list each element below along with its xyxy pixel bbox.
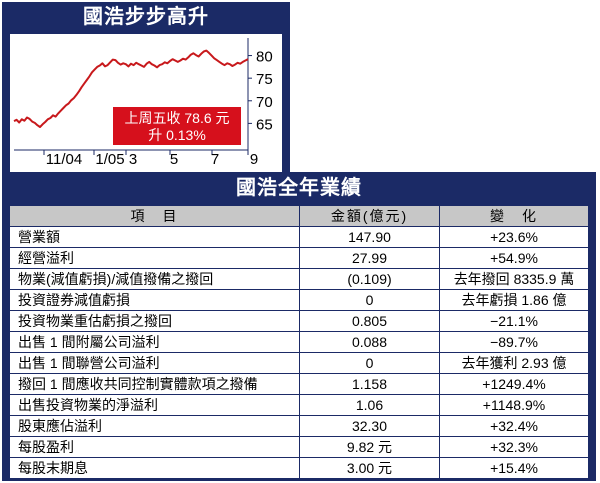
table-title: 國浩全年業績 [236, 177, 362, 199]
row-change: +32.3% [439, 436, 589, 458]
row-item-label: 出售 1 間聯營公司溢利 [9, 352, 300, 374]
table-row: 營業額 147.90 +23.6% [9, 226, 589, 248]
row-amount: (0.109) [299, 268, 440, 290]
x-tick-label: 7 [210, 151, 220, 168]
table-row: 出售 1 間附屬公司溢利 0.088 −89.7% [9, 331, 589, 353]
table-row: 每股盈利 9.82 元 +32.3% [9, 436, 589, 458]
row-change: 去年獲利 2.93 億 [439, 352, 589, 374]
row-item-label: 出售 1 間附屬公司溢利 [9, 331, 300, 353]
price-line-chart: 65 70 75 80 上周五收 78.6 元升 0.13% [13, 38, 273, 155]
table-row: 出售投資物業的淨溢利 1.06 +1148.9% [9, 394, 589, 416]
x-tick-label: 3 [128, 151, 138, 168]
close-annotation-box [113, 107, 241, 145]
table-row: 物業(減值虧損)/減值撥備之撥回 (0.109) 去年撥回 8335.9 萬 [9, 268, 589, 290]
x-tick-label: 11/04 [45, 151, 83, 168]
row-change: +1148.9% [439, 394, 589, 416]
x-tick-label: 5 [169, 151, 179, 168]
y-tick-label: 65 [256, 116, 273, 133]
row-amount: 0.088 [299, 331, 440, 353]
results-table-panel: 國浩全年業績 項 目 金額(億元) 變 化 營業額 147.90 +23.6% 經營溢… [2, 172, 596, 481]
row-amount: 3.00 元 [299, 457, 440, 479]
table-row: 投資證券減值虧損 0 去年虧損 1.86 億 [9, 289, 589, 311]
row-amount: 27.99 [299, 247, 440, 269]
header-amount: 金額(億元) [299, 205, 440, 227]
annual-results-table: 項 目 金額(億元) 變 化 營業額 147.90 +23.6% 經營溢利 27.99 +… [9, 205, 589, 479]
header-item: 項 目 [9, 205, 300, 227]
row-amount: 32.30 [299, 415, 440, 437]
plot-area: 65 70 75 80 上周五收 78.6 元升 0.13% [10, 34, 282, 172]
row-amount: 0.805 [299, 310, 440, 332]
row-amount: 1.158 [299, 373, 440, 395]
row-change: +32.4% [439, 415, 589, 437]
table-row: 每股末期息 3.00 元 +15.4% [9, 457, 589, 479]
table-row: 股東應佔溢利 32.30 +32.4% [9, 415, 589, 437]
row-amount: 9.82 元 [299, 436, 440, 458]
row-item-label: 物業(減值虧損)/減值撥備之撥回 [9, 268, 300, 290]
row-amount: 147.90 [299, 226, 440, 248]
row-item-label: 營業額 [9, 226, 300, 248]
row-item-label: 每股盈利 [9, 436, 300, 458]
row-amount: 0 [299, 352, 440, 374]
row-item-label: 經營溢利 [9, 247, 300, 269]
row-change: +54.9% [439, 247, 589, 269]
row-item-label: 出售投資物業的淨溢利 [9, 394, 300, 416]
chart-title: 國浩步步高升 [83, 6, 209, 28]
row-change: 去年虧損 1.86 億 [439, 289, 589, 311]
y-tick-label: 70 [256, 94, 273, 111]
row-item-label: 投資證券減值虧損 [9, 289, 300, 311]
table-header-row: 項 目 金額(億元) 變 化 [9, 205, 589, 227]
close-annotation-line2: 升 0.13% [148, 127, 206, 143]
x-tick-label: 1/05 [95, 151, 125, 168]
table-row: 撥回 1 間應收共同控制實體款項之撥備 1.158 +1249.4% [9, 373, 589, 395]
row-amount: 0 [299, 289, 440, 311]
stock-chart-panel: 國浩步步高升 65 70 75 80 上周五收 78.6 元升 0.13% 11/04 1… [2, 2, 290, 172]
table-row: 投資物業重估虧損之撥回 0.805 −21.1% [9, 310, 589, 332]
row-item-label: 撥回 1 間應收共同控制實體款項之撥備 [9, 373, 300, 395]
row-change: −21.1% [439, 310, 589, 332]
row-change: +1249.4% [439, 373, 589, 395]
row-item-label: 每股末期息 [9, 457, 300, 479]
row-amount: 1.06 [299, 394, 440, 416]
row-item-label: 股東應佔溢利 [9, 415, 300, 437]
row-change: +23.6% [439, 226, 589, 248]
price-series-line [13, 49, 249, 128]
row-change: −89.7% [439, 331, 589, 353]
y-tick-label: 75 [256, 71, 273, 88]
row-change: 去年撥回 8335.9 萬 [439, 268, 589, 290]
x-tick-label: 9 [249, 151, 259, 168]
header-change: 變 化 [439, 205, 589, 227]
row-item-label: 投資物業重估虧損之撥回 [9, 310, 300, 332]
table-row: 經營溢利 27.99 +54.9% [9, 247, 589, 269]
close-annotation-line1: 上周五收 78.6 元 [124, 110, 229, 126]
table-row: 出售 1 間聯營公司溢利 0 去年獲利 2.93 億 [9, 352, 589, 374]
y-tick-label: 80 [256, 49, 273, 66]
row-change: +15.4% [439, 457, 589, 479]
